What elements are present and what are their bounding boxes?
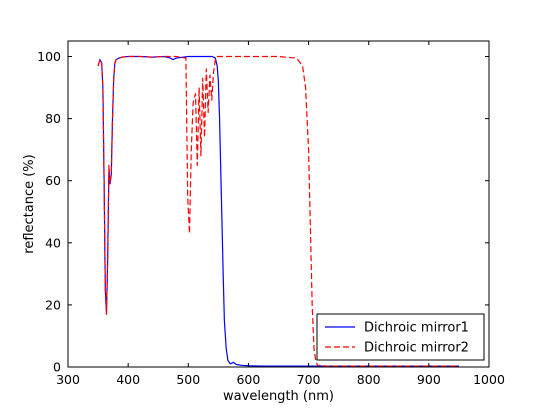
legend-label-mirror2: Dichroic mirror2 bbox=[364, 341, 469, 356]
legend-box bbox=[316, 313, 485, 361]
legend: Dichroic mirror1 Dichroic mirror2 bbox=[316, 313, 485, 361]
x-tick-label: 1000 bbox=[473, 372, 505, 387]
y-axis-label: reflectance (%) bbox=[22, 154, 37, 253]
y-tick-label: 40 bbox=[45, 235, 61, 250]
y-tick-label: 100 bbox=[37, 49, 61, 64]
x-axis-label: wavelength (nm) bbox=[223, 389, 334, 404]
x-tick-label: 500 bbox=[176, 372, 200, 387]
plot-frame bbox=[67, 40, 490, 368]
x-tick-label: 600 bbox=[236, 372, 260, 387]
legend-label-mirror1: Dichroic mirror1 bbox=[364, 321, 469, 336]
series-line-mirror2 bbox=[97, 55, 459, 367]
x-tick-label: 900 bbox=[417, 372, 441, 387]
y-tick-label: 0 bbox=[53, 360, 61, 375]
x-axis-ticks: 300 400 500 600 700 800 900 1000 bbox=[56, 41, 505, 387]
x-tick-label: 800 bbox=[357, 372, 381, 387]
y-tick-label: 20 bbox=[45, 297, 61, 312]
y-tick-label: 80 bbox=[45, 111, 61, 126]
y-tick-label: 60 bbox=[45, 173, 61, 188]
x-tick-label: 700 bbox=[297, 372, 321, 387]
series-lines bbox=[97, 55, 459, 367]
x-tick-label: 300 bbox=[56, 372, 80, 387]
x-tick-label: 400 bbox=[116, 372, 140, 387]
y-axis-ticks: 0 20 40 60 80 100 bbox=[37, 49, 489, 375]
